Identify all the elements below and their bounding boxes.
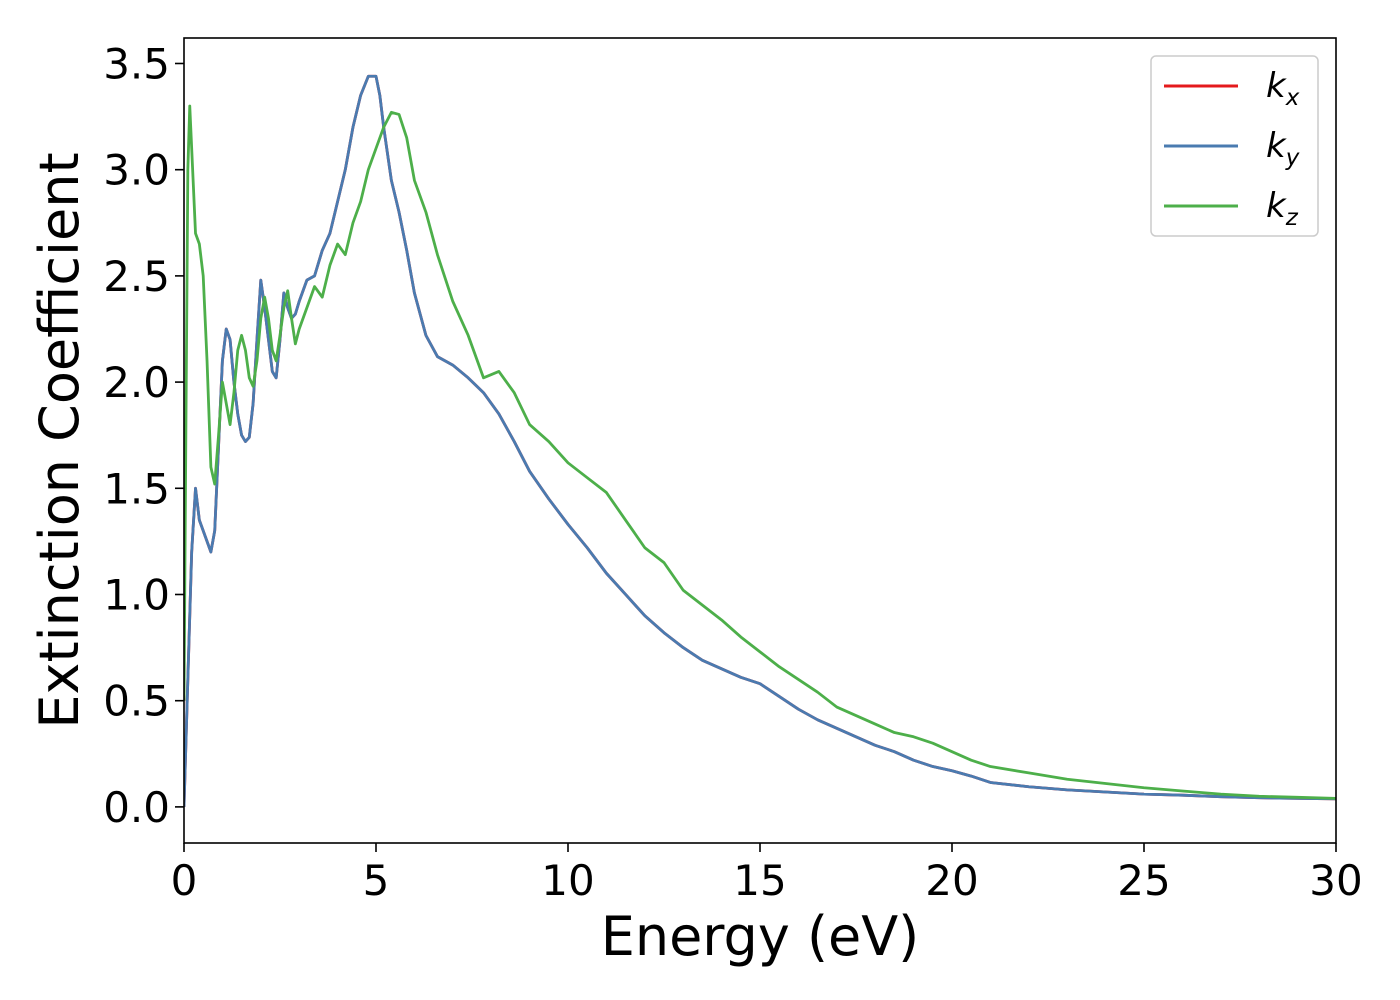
y-tick-label: 0.5: [103, 677, 170, 726]
series-line-y: [184, 74, 1336, 807]
x-tick-label: 15: [733, 856, 786, 905]
y-tick-label: 3.5: [103, 39, 170, 88]
legend: kx ky kz: [1150, 55, 1319, 237]
y-tick-label: 2.0: [103, 358, 170, 407]
y-tick-label: 1.0: [103, 570, 170, 619]
x-tick-label: 5: [363, 856, 390, 905]
x-tick-label: 10: [541, 856, 594, 905]
y-tick-label: 0.0: [103, 783, 170, 832]
x-axis-ticks: 0 5 10 15 20 25 30: [171, 843, 1363, 905]
legend-label-z: kz: [1266, 186, 1299, 231]
x-tick-label: 30: [1309, 856, 1362, 905]
legend-label-y: ky: [1266, 126, 1300, 171]
x-tick-label: 20: [925, 856, 978, 905]
y-axis-label: Extinction Coefficient: [28, 152, 91, 728]
x-axis-label: Energy (eV): [601, 905, 920, 968]
x-tick-label: 25: [1117, 856, 1170, 905]
y-tick-label: 3.0: [103, 146, 170, 195]
plot-area: [184, 74, 1336, 807]
series-line-z: [184, 104, 1336, 800]
y-tick-label: 2.5: [103, 252, 170, 301]
y-tick-label: 1.5: [103, 464, 170, 513]
legend-label-x: kx: [1266, 66, 1300, 111]
x-tick-label: 0: [171, 856, 198, 905]
y-axis-ticks: 0.0 0.5 1.0 1.5 2.0 2.5 3.0 3.5: [103, 39, 184, 832]
